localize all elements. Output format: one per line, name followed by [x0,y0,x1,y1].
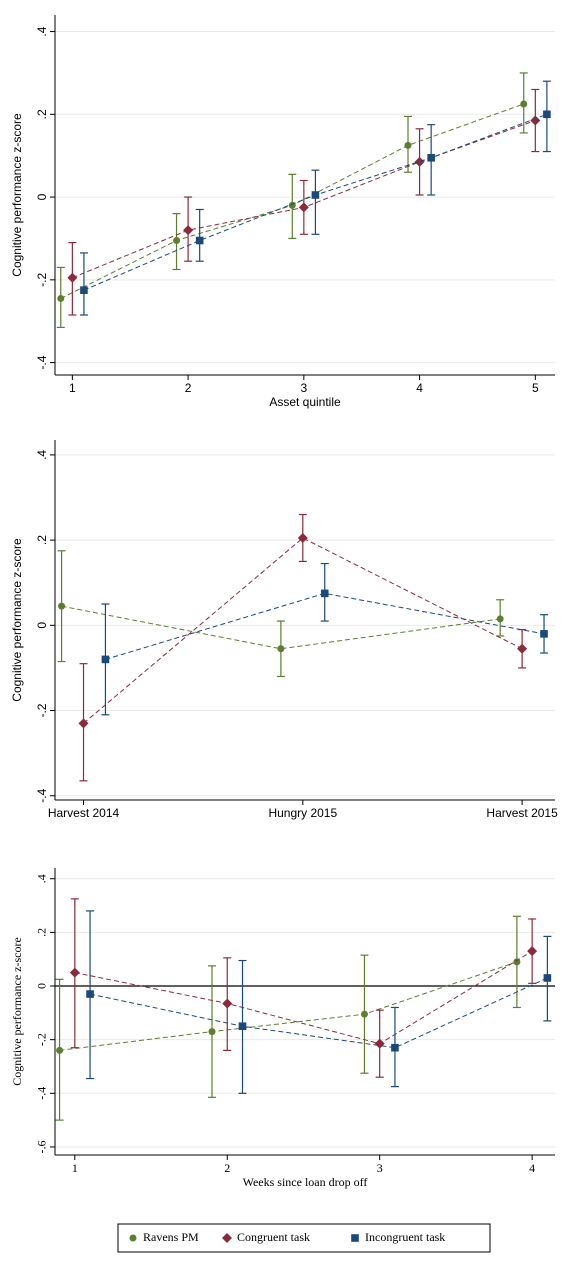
point [183,225,194,236]
y-tick-label: -.6 [35,1140,49,1153]
y-tick-label: .4 [35,26,49,36]
point [427,153,435,162]
x-tick-label: 3 [377,1161,383,1175]
point [543,974,552,982]
point [298,202,309,213]
point [404,141,412,149]
x-tick-label: 5 [532,381,539,395]
x-axis-title: Weeks since loan drop off [243,1175,368,1189]
point [67,272,78,283]
legend-label: Incongruent task [365,1230,445,1244]
x-tick-label: 3 [300,381,307,395]
x-tick-label: 2 [185,381,192,395]
point [311,191,320,199]
point [297,532,308,543]
x-tick-label: Harvest 2015 [486,806,558,820]
x-tick-label: 1 [72,1161,78,1175]
point [69,967,80,978]
series-line [83,537,523,724]
y-axis-title: Cognitive performance z-score [10,538,24,702]
legend-marker [222,1233,232,1243]
x-tick-label: 1 [69,381,76,395]
panel: -.4 -.2 0 .2 .4 Harvest 2014 Hungry 2015 Harves… [10,440,558,820]
point [222,998,233,1009]
series-line [59,961,518,1051]
y-tick-label: .4 [35,874,49,883]
series-line [74,950,533,1045]
point [530,115,541,126]
y-tick-label: .2 [35,535,49,545]
point [543,110,551,119]
point [391,1043,399,1052]
point [78,718,89,729]
point [520,100,528,108]
point [86,990,94,998]
panel: -.4 -.2 0 .2 .4 1 2 3 4 5 Asset quintile Cognitive … [10,15,555,409]
series-line [105,592,545,660]
point [517,643,528,654]
y-tick-label: -.4 [35,1087,49,1100]
point [414,156,425,167]
legend-marker [351,1234,359,1242]
point [56,1046,64,1054]
point [277,645,285,653]
point [238,1022,247,1031]
y-tick-label: -.2 [35,273,49,287]
point [101,655,110,664]
x-axis-title: Asset quintile [269,395,341,409]
point [540,630,548,638]
point [527,946,538,957]
y-tick-label: -.2 [35,703,49,717]
y-tick-label: .2 [35,109,49,119]
y-tick-label: -.4 [35,355,49,369]
y-tick-label: .2 [35,928,49,937]
series-line [89,977,548,1049]
point [513,958,521,966]
y-tick-label: 0 [35,193,49,200]
x-tick-label: 2 [224,1161,230,1175]
legend-marker [129,1234,137,1242]
legend-label: Ravens PM [143,1230,199,1244]
point [320,589,329,598]
point [57,294,65,302]
y-tick-label: -.4 [35,788,49,802]
legend-box [117,1223,491,1253]
point [58,602,66,610]
legend: Ravens PM Congruent task Incongruent task [117,1223,491,1253]
point [360,1010,368,1018]
y-axis-title: Cognitive performance z-score [10,113,24,277]
point [374,1038,385,1049]
series-line [61,605,501,650]
point [496,615,504,623]
y-tick-label: 0 [35,983,49,989]
panel: -.6 -.4 -.2 0 .2 .4 1 2 3 4 Weeks since loan drop … [10,868,555,1253]
x-tick-label: 4 [529,1161,535,1175]
point [195,236,204,245]
x-tick-label: Hungry 2015 [268,806,337,820]
legend-label: Congruent task [237,1230,310,1244]
x-tick-label: 4 [416,381,423,395]
x-tick-label: Harvest 2014 [48,806,120,820]
y-tick-label: -.2 [35,1033,49,1046]
point [208,1028,216,1036]
y-tick-label: 0 [35,622,49,629]
point [80,286,88,294]
y-tick-label: .4 [35,450,49,460]
point [173,237,181,245]
y-axis-title: Cognitive performance z-score [10,937,24,1086]
